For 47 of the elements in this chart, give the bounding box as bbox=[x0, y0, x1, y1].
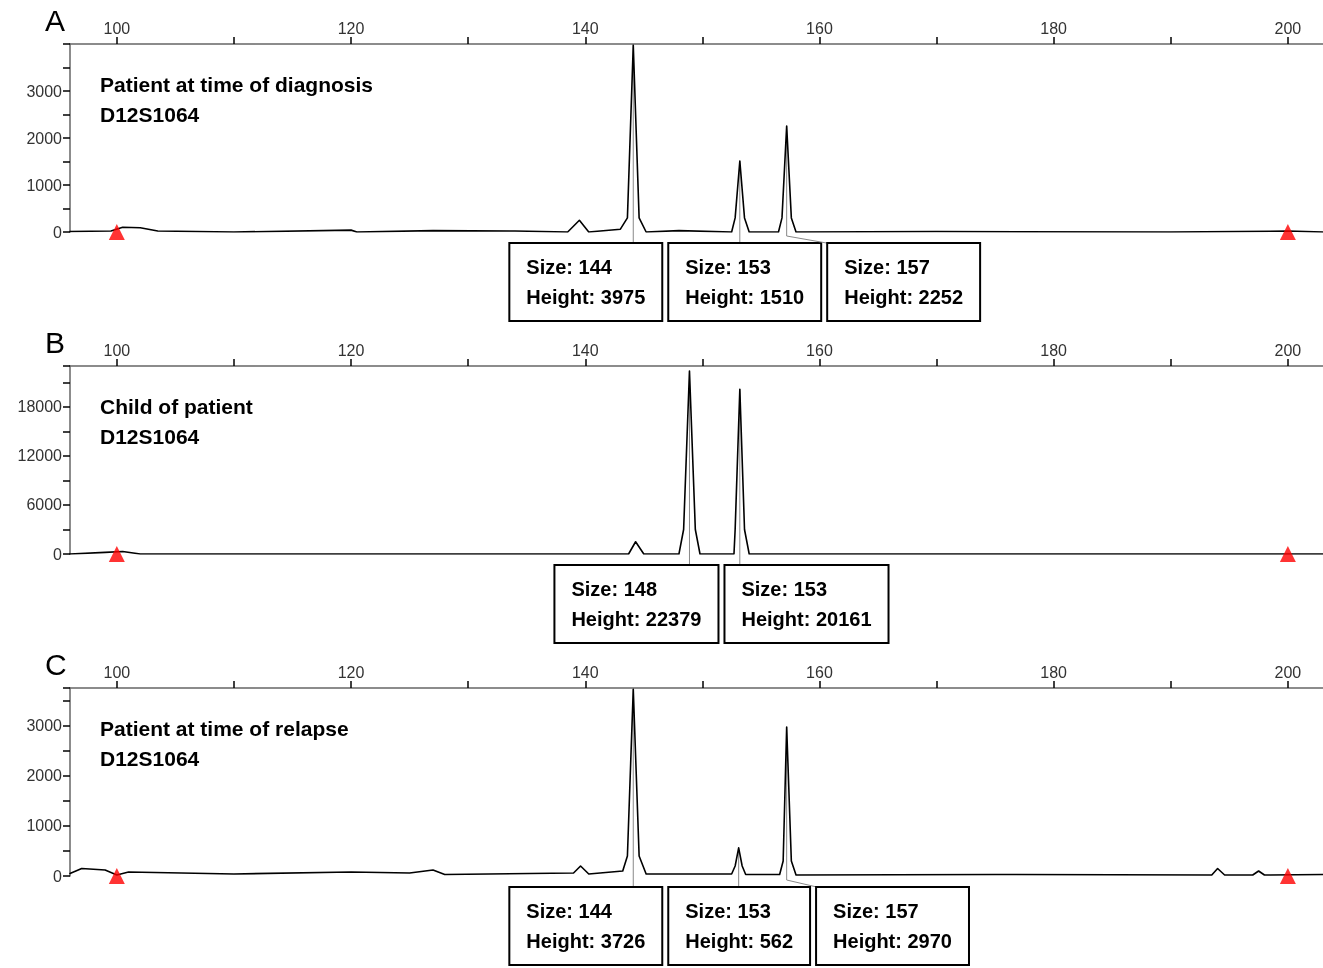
y-tick-label: 6000 bbox=[26, 496, 63, 514]
annotation: Size: 153 Height: 20161 bbox=[741, 578, 872, 630]
annotation: Patient at time of diagnosis bbox=[100, 73, 374, 96]
annotation: Size: 144 Height: 3726 bbox=[526, 900, 646, 952]
y-tick-label: 18000 bbox=[17, 398, 63, 416]
x-tick-label: 100 bbox=[103, 19, 131, 37]
annotation: D12S1064 bbox=[100, 425, 200, 448]
x-tick-label: 200 bbox=[1274, 19, 1302, 37]
x-tick-label: 180 bbox=[1040, 341, 1068, 359]
y-tick-label: 2000 bbox=[26, 767, 63, 785]
y-tick-label: 3000 bbox=[26, 717, 63, 735]
chart-title: C bbox=[45, 647, 67, 681]
x-tick-label: 180 bbox=[1040, 663, 1068, 681]
x-tick-label: 120 bbox=[337, 663, 365, 681]
annotation: Size: 148 Height: 22379 bbox=[571, 578, 702, 630]
y-tick-label: 0 bbox=[53, 223, 63, 241]
y-tick-label: 3000 bbox=[26, 82, 63, 100]
annotation: D12S1064 bbox=[100, 747, 200, 770]
x-tick-label: 100 bbox=[103, 663, 131, 681]
annotation: D12S1064 bbox=[100, 103, 200, 126]
x-tick-label: 120 bbox=[337, 341, 365, 359]
x-tick-label: 140 bbox=[571, 663, 599, 681]
y-tick-label: 1000 bbox=[26, 176, 63, 194]
annotation: Patient at time of relapse bbox=[100, 717, 349, 740]
y-tick-label: 0 bbox=[53, 867, 63, 885]
y-tick-label: 12000 bbox=[17, 447, 63, 465]
chart-title: B bbox=[45, 325, 66, 359]
x-tick-label: 200 bbox=[1274, 341, 1302, 359]
annotation: Size: 157 Height: 2252 bbox=[844, 256, 964, 308]
chart-title: A bbox=[45, 3, 66, 37]
x-tick-label: 200 bbox=[1274, 663, 1302, 681]
x-tick-label: 140 bbox=[571, 341, 599, 359]
y-tick-label: 1000 bbox=[26, 817, 63, 835]
annotation: Child of patient bbox=[100, 395, 253, 418]
y-tick-label: 2000 bbox=[26, 129, 63, 147]
annotation: Size: 153 Height: 562 bbox=[685, 900, 794, 952]
x-tick-label: 160 bbox=[806, 19, 833, 37]
x-tick-label: 140 bbox=[571, 19, 599, 37]
x-tick-label: 160 bbox=[806, 663, 833, 681]
y-tick-label: 0 bbox=[53, 545, 63, 563]
x-tick-label: 160 bbox=[806, 341, 833, 359]
x-tick-label: 180 bbox=[1040, 19, 1068, 37]
annotation: Size: 153 Height: 1510 bbox=[685, 256, 805, 308]
annotation: Size: 157 Height: 2970 bbox=[833, 900, 952, 952]
x-tick-label: 100 bbox=[103, 341, 131, 359]
annotation: Size: 144 Height: 3975 bbox=[526, 256, 646, 308]
x-tick-label: 120 bbox=[337, 19, 365, 37]
